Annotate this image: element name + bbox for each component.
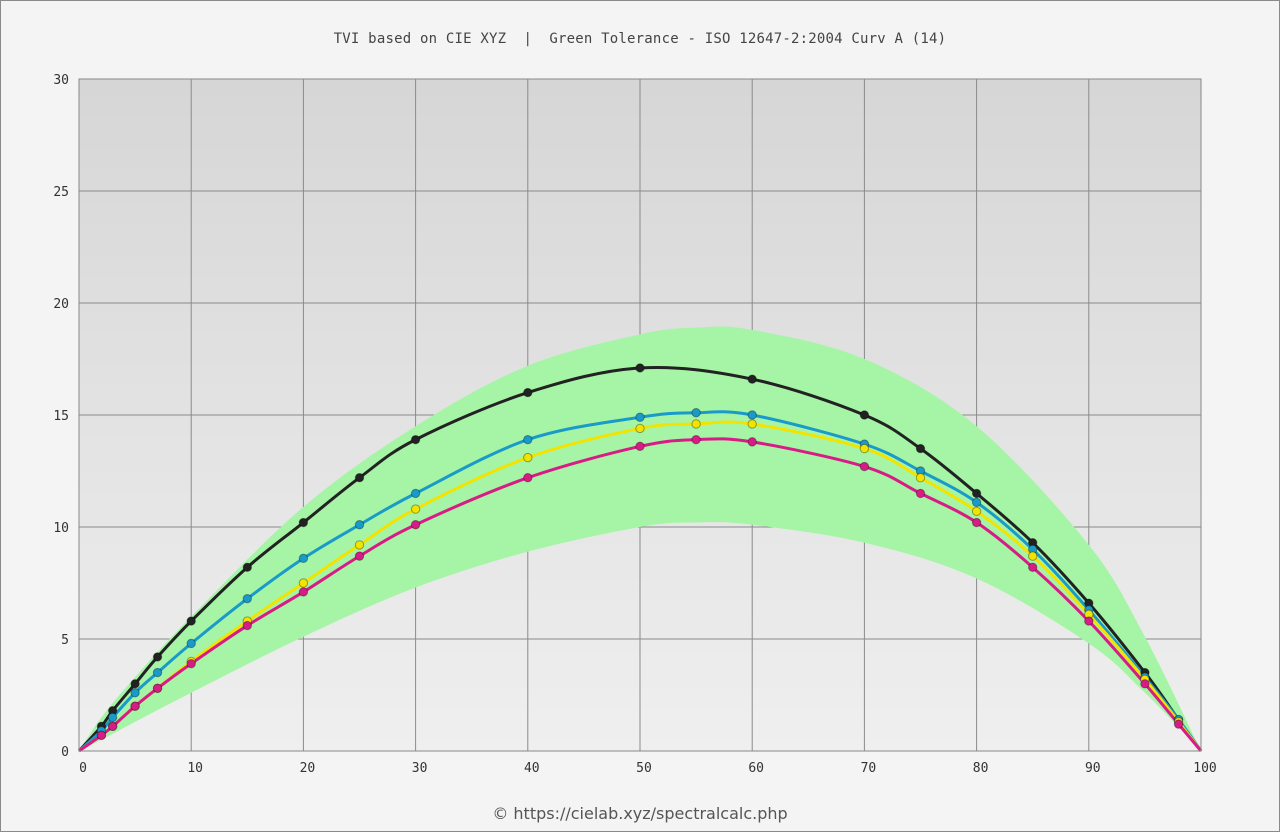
data-point-1	[971, 497, 982, 508]
data-point-2	[691, 419, 701, 429]
series-points	[96, 363, 1184, 741]
tolerance-band	[79, 326, 1201, 751]
data-point-2	[354, 540, 365, 550]
data-point-2	[410, 504, 421, 514]
y-tick-label: 30	[53, 73, 69, 88]
plot-border	[78, 78, 1202, 752]
data-point-3	[96, 730, 107, 741]
data-point-3	[242, 620, 253, 631]
data-point-1	[242, 593, 253, 604]
data-point-1	[354, 520, 365, 530]
data-point-3	[523, 473, 533, 483]
data-point-3	[1028, 562, 1038, 573]
x-tick-label: 60	[748, 761, 764, 776]
x-tick-label: 90	[1085, 761, 1101, 776]
data-point-1	[152, 667, 163, 678]
data-point-0	[747, 374, 757, 384]
y-tick-label: 10	[53, 521, 69, 536]
data-point-3	[152, 683, 163, 693]
data-point-3	[107, 721, 118, 732]
series-line-0	[77, 365, 1203, 753]
x-tick-label: 0	[79, 761, 87, 776]
data-point-1	[298, 553, 309, 564]
data-point-1	[130, 688, 140, 698]
data-point-3	[971, 517, 982, 528]
data-point-2	[915, 473, 926, 483]
data-point-0	[523, 387, 533, 398]
data-point-3	[1140, 679, 1150, 689]
data-point-2	[859, 443, 870, 454]
data-point-3	[691, 434, 701, 445]
x-tick-label: 20	[300, 761, 316, 776]
y-tick-label: 15	[53, 409, 69, 424]
y-axis-ticks: 0 5 10 15 20 25 30	[53, 73, 69, 760]
x-tick-label: 40	[524, 761, 540, 776]
y-tick-label: 25	[53, 185, 69, 200]
data-point-0	[635, 363, 645, 373]
data-point-0	[152, 652, 163, 662]
data-point-2	[635, 423, 645, 434]
data-point-1	[186, 638, 196, 649]
data-point-0	[859, 410, 870, 420]
data-point-1	[747, 410, 757, 420]
copyright-footer: © https://cielab.xyz/spectralcalc.php	[492, 804, 788, 823]
data-point-1	[635, 412, 645, 422]
data-point-3	[1173, 719, 1184, 729]
data-point-1	[410, 488, 421, 499]
data-point-3	[410, 520, 421, 530]
tolerance-band-group	[79, 326, 1201, 751]
data-point-0	[130, 679, 140, 689]
x-tick-label: 80	[973, 761, 989, 776]
x-tick-label: 10	[187, 761, 203, 776]
x-tick-label: 50	[636, 761, 652, 776]
data-point-0	[242, 562, 253, 573]
data-point-3	[859, 461, 870, 472]
data-point-0	[186, 616, 196, 626]
y-tick-label: 0	[61, 745, 69, 760]
data-point-3	[298, 587, 309, 597]
data-point-1	[523, 434, 533, 445]
data-point-2	[971, 506, 982, 517]
data-point-0	[410, 434, 421, 445]
data-point-3	[354, 551, 365, 561]
data-point-0	[971, 488, 982, 499]
data-point-3	[130, 701, 140, 711]
series-line-3	[78, 437, 1203, 753]
data-point-0	[354, 473, 365, 483]
data-point-3	[1084, 616, 1094, 626]
x-tick-label: 30	[412, 761, 428, 776]
y-tick-label: 20	[53, 297, 69, 312]
data-point-2	[523, 452, 533, 463]
chart-title: TVI based on CIE XYZ | Green Tolerance -…	[333, 31, 947, 47]
data-point-0	[298, 517, 309, 528]
x-tick-label: 70	[861, 761, 877, 776]
data-point-2	[747, 419, 757, 429]
data-point-3	[186, 658, 196, 669]
x-axis-ticks: 0 10 20 30 40 50 60 70 80 90 100	[79, 761, 1217, 776]
data-point-1	[691, 408, 701, 418]
data-point-0	[915, 443, 926, 454]
data-point-3	[635, 441, 645, 452]
data-point-1	[107, 712, 118, 723]
y-tick-label: 5	[61, 633, 69, 648]
x-tick-label: 100	[1193, 761, 1216, 776]
data-point-3	[915, 488, 926, 499]
data-point-3	[747, 437, 757, 447]
data-point-2	[298, 578, 309, 588]
data-point-2	[1028, 551, 1038, 561]
